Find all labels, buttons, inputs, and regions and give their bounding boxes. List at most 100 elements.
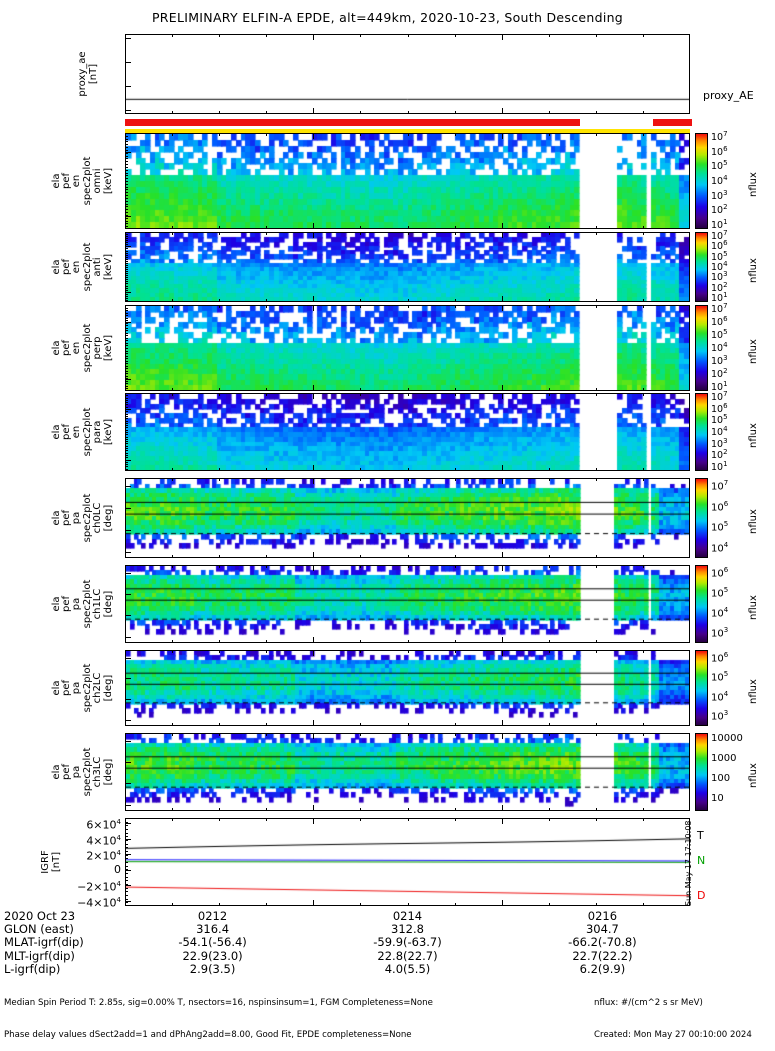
energy-colorbar-label-0-3: 104 (711, 174, 728, 188)
igrf-xtick-t (266, 818, 268, 821)
pa-xtick-2-t (642, 650, 644, 653)
energy-ytick-2-mark (125, 378, 131, 380)
pa-xtick-3-t (266, 733, 268, 736)
igrf-ytick-mark-5 (125, 901, 131, 903)
proxy-ae-xtick-t (642, 34, 644, 37)
energy-xtick-2-b (266, 388, 268, 391)
energy-xtick-2-b (313, 385, 315, 391)
proxy-ae-xtick-b (407, 111, 409, 114)
igrf-minor-mark (125, 873, 128, 874)
pa-colorbar-label-2-2: 104 (711, 689, 729, 703)
pa-xtick-3-t (219, 733, 221, 736)
energy-minor-2-mark (125, 317, 128, 319)
energy-colorbar-label-3-2: 105 (711, 413, 728, 427)
energy-xtick-2-t (407, 305, 409, 308)
energy-minor-3-mark (125, 432, 128, 433)
energy-colorbar-label-3-5: 102 (711, 448, 728, 462)
pa-xtick-0-t (501, 478, 503, 484)
pa-colorbar-gradient-0 (696, 479, 707, 557)
xaxis-row-label-0: 2020 Oct 23 (4, 909, 76, 923)
energy-xtick-2-t (266, 305, 268, 308)
energy-xtick-0-t (266, 133, 268, 136)
pa-xtick-2-b (266, 723, 268, 726)
energy-minor-0-mark (125, 147, 128, 149)
energy-xtick-0-t (642, 133, 644, 136)
xaxis-cell-0-0: 0212 (197, 909, 228, 923)
pa-xtick-3-b (454, 808, 456, 811)
energy-xtick-0-b (642, 226, 644, 229)
pa-xtick-0-t (360, 478, 362, 481)
energy-minor-0-mark (125, 192, 128, 194)
energy-ylabel-3-line: en (71, 425, 83, 439)
energy-xtick-1-b (219, 299, 221, 302)
energy-minor-3-mark (125, 452, 128, 454)
xaxis-cell-1-2: 304.7 (585, 922, 619, 937)
igrf-minor-mark (125, 847, 128, 849)
energy-xtick-3-b (595, 468, 597, 471)
pa-ytick-2-mark (125, 678, 131, 680)
pa-xtick-1-t (313, 565, 315, 571)
energy-minor-0-mark (125, 220, 128, 222)
energy-minor-0-mark (125, 169, 128, 171)
pa-xtick-2-t (219, 650, 221, 653)
pa-xtick-3-b (407, 808, 409, 811)
energy-minor-1-mark (125, 297, 128, 299)
pa-xtick-0-b (313, 552, 315, 558)
energy-minor-1-mark (125, 281, 128, 283)
pa-colorbar-gradient-1 (696, 566, 707, 642)
energy-colorbar-label-0-2: 105 (711, 159, 728, 173)
pa-xtick-2-b (548, 723, 550, 726)
igrf-legend-N: N (697, 854, 706, 867)
energy-minor-2-mark (125, 337, 128, 339)
energy-minor-1-mark (125, 299, 128, 301)
igrf-ylabel-line: [nT] (50, 851, 62, 873)
pa-xtick-0-b (266, 555, 268, 558)
energy-spectrogram-canvas-0 (126, 134, 689, 228)
energy-minor-2-mark (125, 365, 128, 367)
igrf-minor-mark (125, 854, 128, 856)
pa-xtick-3-t (313, 733, 315, 739)
pa-xtick-3-t (360, 733, 362, 736)
energy-xtick-3-b (360, 468, 362, 471)
igrf-minor-mark (125, 825, 128, 827)
energy-minor-2-mark (125, 348, 128, 349)
pa-ylabel-0-line: pa (71, 511, 83, 525)
proxy-ae-xtick-t (595, 34, 597, 37)
xaxis-cell-0-2: 0216 (587, 909, 618, 923)
pa-xtick-3-b (219, 808, 221, 811)
pa-xtick-2-t (360, 650, 362, 653)
pa-ytick-0-mark (125, 551, 131, 553)
energy-xtick-0-t (548, 133, 550, 136)
pa-xtick-2-t (313, 650, 315, 656)
pa-xtick-1-b (454, 640, 456, 643)
energy-minor-2-mark (125, 322, 128, 324)
igrf-panel (125, 818, 690, 906)
energy-minor-0-mark (125, 195, 128, 197)
energy-colorbar-label-0-6: 101 (711, 218, 728, 232)
energy-ytick-2-mark (125, 322, 131, 324)
energy-xtick-2-t (172, 305, 174, 308)
energy-colorbar-label-1-2: 105 (711, 249, 728, 263)
energy-minor-1-mark (125, 267, 128, 268)
proxy-ae-ytick-mark (125, 86, 131, 87)
energy-minor-3-mark (125, 436, 128, 438)
xaxis-cell-4-2: 6.2(9.9) (579, 961, 626, 976)
energy-xtick-1-t (548, 232, 550, 235)
energy-xtick-1-b (501, 296, 503, 302)
igrf-xtick-b (454, 903, 456, 906)
energy-minor-0-mark (125, 223, 128, 225)
pa-xtick-3-b (642, 808, 644, 811)
energy-minor-0-mark (125, 217, 128, 219)
energy-minor-3-mark (125, 457, 128, 459)
pa-ylabel-1-line: pa (71, 597, 83, 611)
energy-minor-1-mark (125, 271, 128, 273)
energy-minor-3-mark (125, 404, 128, 406)
pa-colorbar-label-0-2: 105 (711, 520, 729, 534)
pa-colorbar-label-3-3: 10 (711, 793, 724, 804)
energy-minor-3-mark (125, 429, 128, 431)
pa-xtick-1-t (219, 565, 221, 568)
energy-ylabel-0-line: omni (92, 168, 104, 194)
pa-colorbar-label-3-1: 1000 (711, 753, 737, 764)
energy-minor-2-mark (125, 330, 128, 332)
proxy-ae-xtick-b (266, 111, 268, 114)
